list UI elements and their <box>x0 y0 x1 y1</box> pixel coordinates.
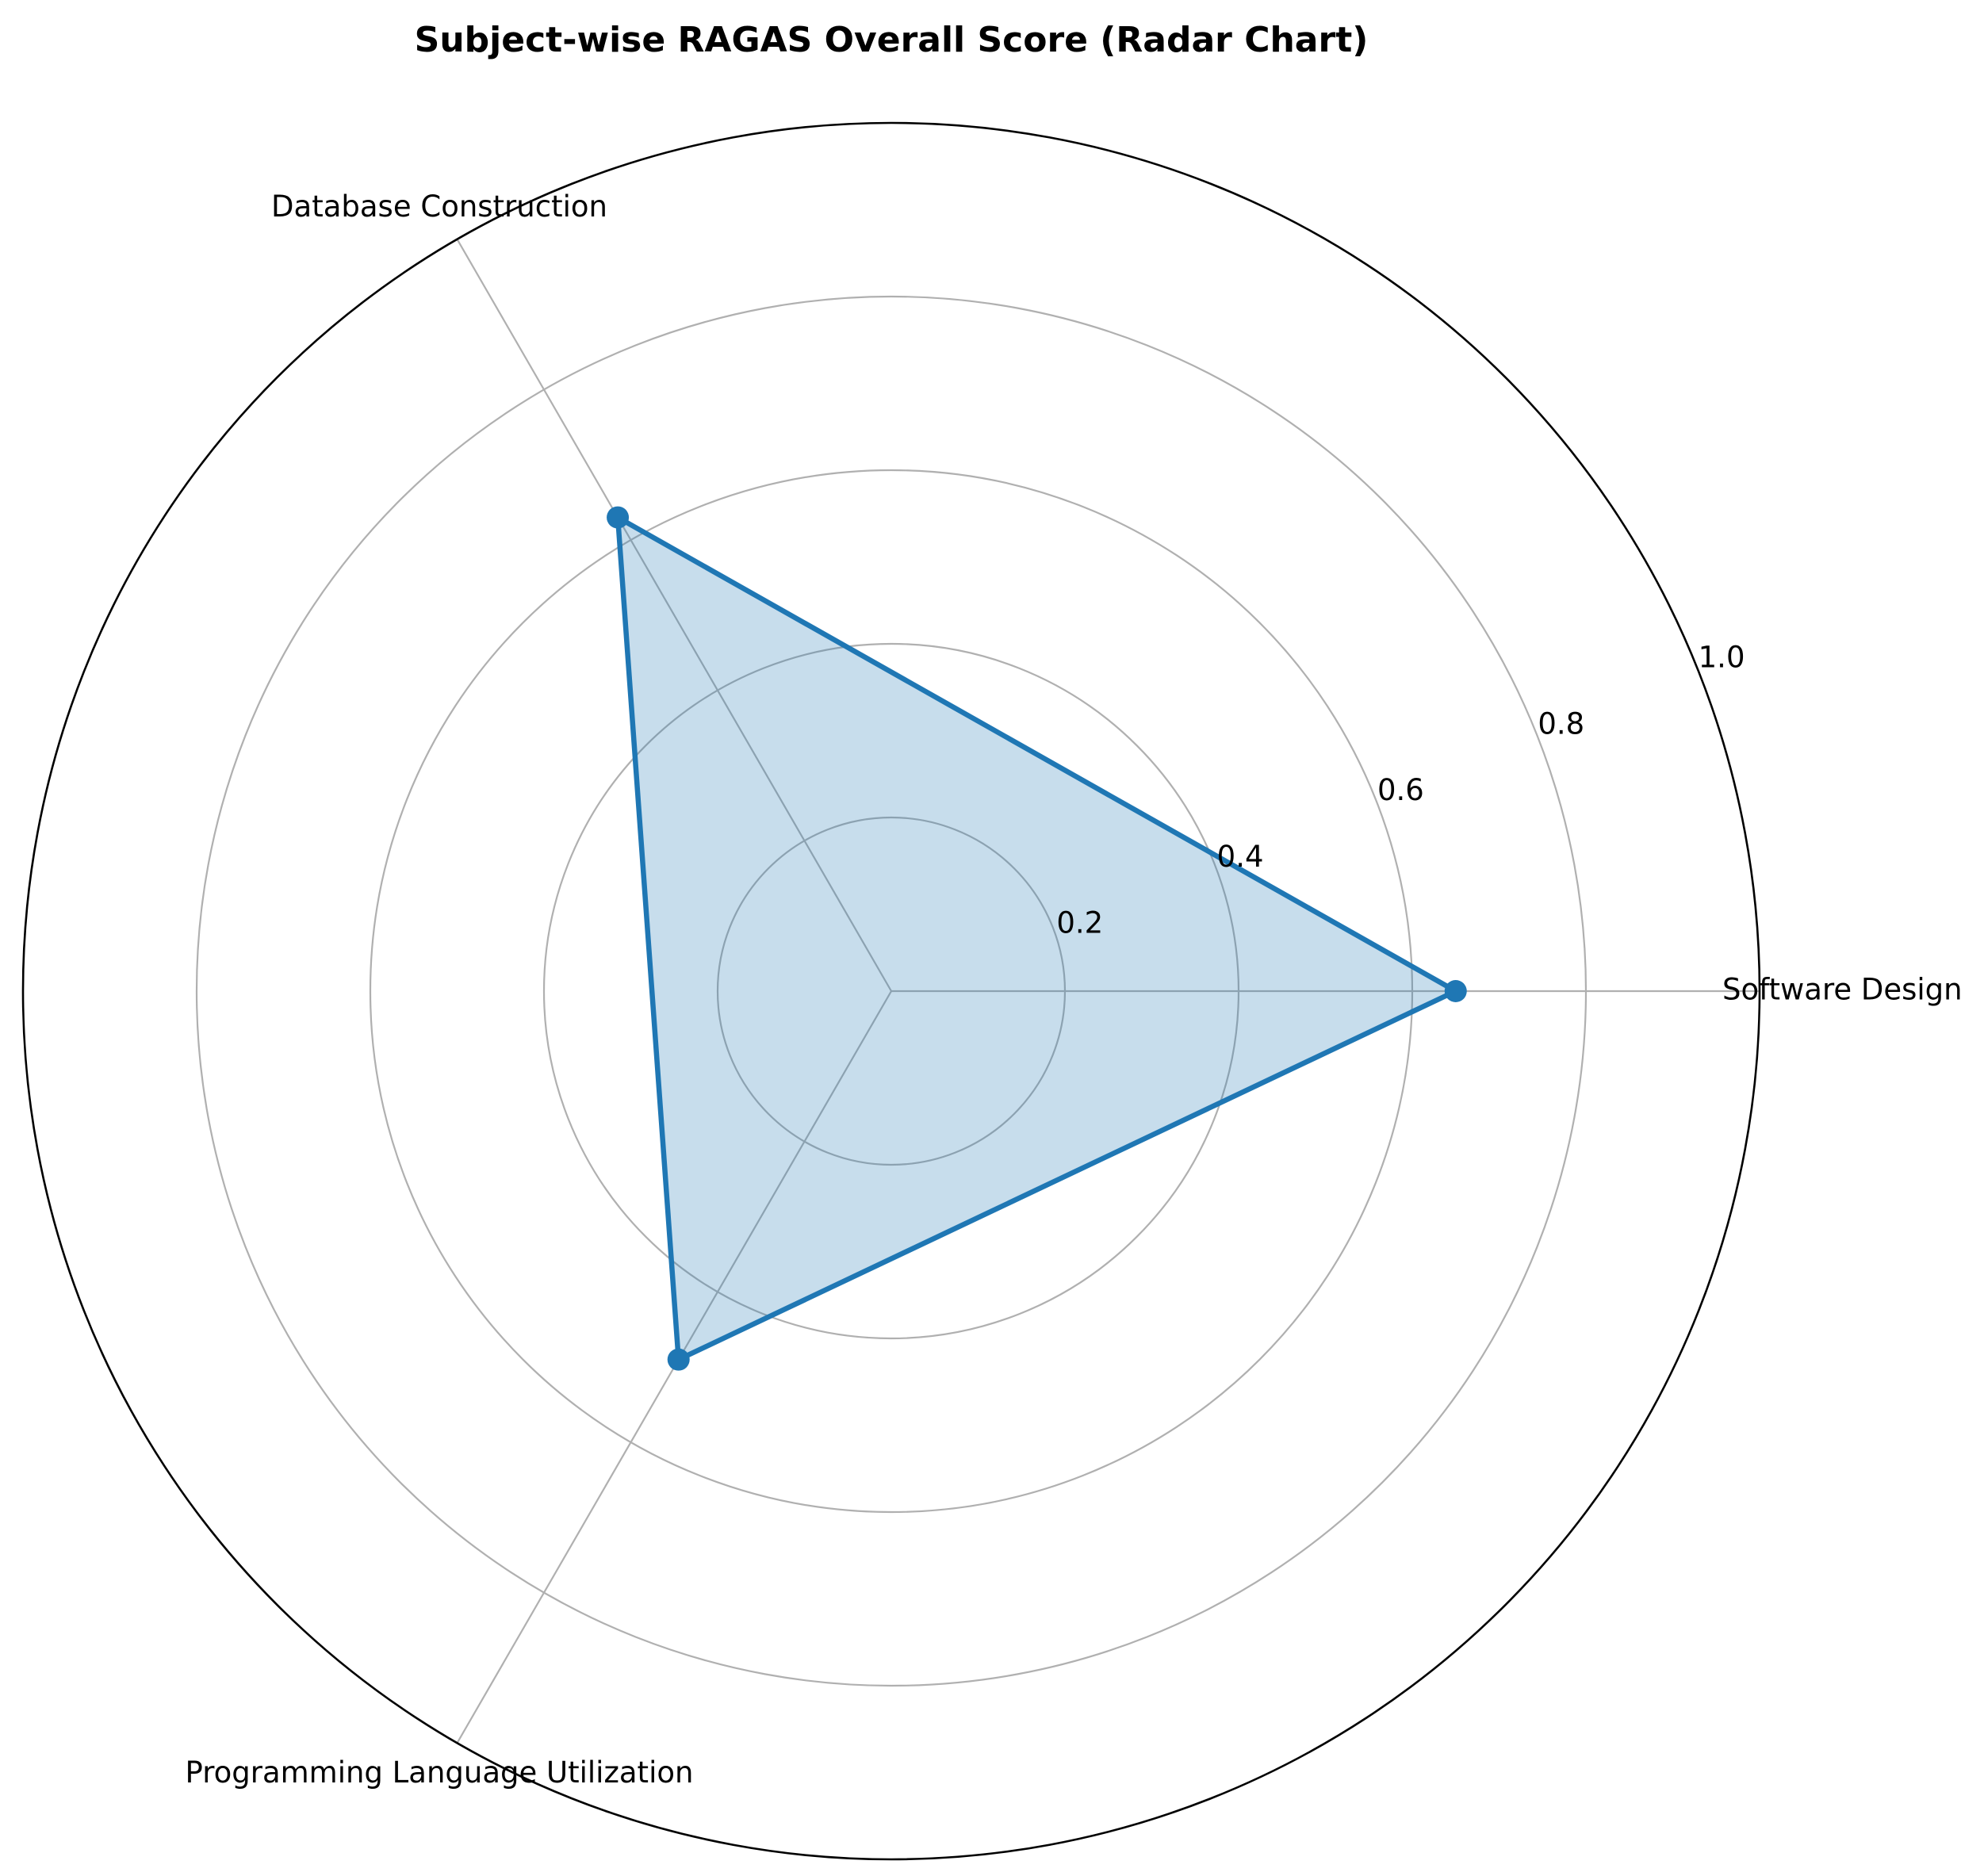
grid-layer <box>21 121 1761 1861</box>
spoke-1 <box>456 239 892 992</box>
r-tick-label-4: 1.0 <box>1699 640 1745 674</box>
r-tick-label-1: 0.4 <box>1217 840 1264 874</box>
data-point-0-1 <box>607 506 630 529</box>
data-point-0-2 <box>667 1348 690 1371</box>
polar-frame <box>21 121 1761 1861</box>
chart-title: Subject-wise RAGAS Overall Score (Radar … <box>415 20 1369 60</box>
category-label-2: Programming Language Utilization <box>186 1755 694 1790</box>
category-label-1: Database Construction <box>271 190 607 224</box>
category-label-0: Software Design <box>1722 973 1961 1007</box>
data-point-0-0 <box>1444 980 1467 1002</box>
series-fill-0 <box>618 517 1456 1360</box>
r-tick-label-2: 0.6 <box>1377 773 1424 807</box>
r-tick-label-0: 0.2 <box>1056 906 1103 940</box>
series-line-0 <box>615 515 1459 1362</box>
r-tick-label-3: 0.8 <box>1538 706 1584 741</box>
label-layer: 0.2 0.4 0.6 0.8 1.0 Software Design Database C… <box>186 190 1961 1790</box>
data-layer <box>607 506 1467 1371</box>
